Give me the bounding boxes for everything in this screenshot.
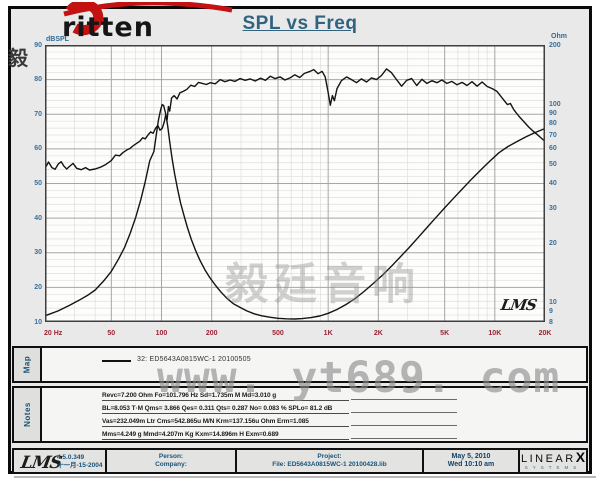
map-section-label-strip: Map xyxy=(14,348,42,381)
report-time: Wed 10:10 am xyxy=(447,461,495,468)
version-block: 4.5.0.349 十一月-15-2004 xyxy=(57,454,103,470)
site-watermark: www. yt689. com xyxy=(157,353,561,403)
curve-impedance xyxy=(45,103,545,320)
y-right-tick-label: 90 xyxy=(549,110,557,118)
curve-spl xyxy=(45,68,545,171)
y-right-tick-label: 60 xyxy=(549,145,557,153)
footer-person-cell: Person: Company: xyxy=(107,450,237,472)
y-right-tick-label: 100 xyxy=(549,101,561,109)
y-right-tick-label: 20 xyxy=(549,239,557,247)
y-right-unit-label: Ohm xyxy=(551,33,567,40)
y-right-tick-label: 80 xyxy=(549,120,557,128)
x-tick-label: 500 xyxy=(272,330,284,337)
y-left-tick-label: 80 xyxy=(34,76,42,84)
y-right-tick-label: 9 xyxy=(549,308,553,316)
y-left-tick-label: 10 xyxy=(34,318,42,326)
version-date: 十一月-15-2004 xyxy=(57,462,103,469)
project-label: Project: xyxy=(317,453,342,460)
chart-watermark: 毅廷音响 xyxy=(225,261,421,309)
y-left-tick-label: 50 xyxy=(34,180,42,187)
y-right-tick-label: 50 xyxy=(549,160,557,168)
footer-project-cell: Project: File: ED5643A0815WC-1 20100428.… xyxy=(237,450,424,472)
y-right-tick-label: 8 xyxy=(549,318,553,326)
ts-parameters-line-3: Vas=232.049m Ltr Cms=542.865u M/N Krm=13… xyxy=(102,418,349,427)
report-date: May 5, 2010 xyxy=(451,453,491,460)
y-left-tick-label: 70 xyxy=(34,110,42,118)
notes-section-label-strip: Notes xyxy=(14,388,42,441)
y-right-tick-label: 30 xyxy=(549,204,557,212)
notes-section-label: Notes xyxy=(22,402,32,427)
linearx-wordmark: LINEARX xyxy=(520,448,586,465)
y-right-tick-label: 70 xyxy=(549,131,557,139)
y-left-tick-label: 60 xyxy=(34,145,42,153)
blank-rule-1 xyxy=(351,398,457,400)
x-tick-label: 1K xyxy=(323,330,333,337)
logo-swoosh-icon xyxy=(63,0,233,36)
status-bar: LMS 4.5.0.349 十一月-15-2004 Person: Compan… xyxy=(12,448,588,474)
x-tick-label: 20K xyxy=(538,330,552,337)
x-tick-label: 20 Hz xyxy=(44,330,63,337)
x-tick-label: 10K xyxy=(488,330,502,337)
map-section-label: Map xyxy=(22,355,32,374)
plot-border xyxy=(45,45,545,322)
ts-parameters-line-1: Revc=7.200 Ohm Fo=101.796 Hz Sd=1.735m M… xyxy=(102,392,349,401)
map-section: Map 32: ED5643A0815WC-1 20100505 xyxy=(12,346,588,383)
eritten-logo: ritten xyxy=(20,0,235,46)
brand-systems-text: SYSTEMS xyxy=(524,464,582,470)
y-left-tick-label: 90 xyxy=(34,41,42,49)
lms-signature: LMS xyxy=(499,296,538,314)
spl-vs-freq-chart xyxy=(45,45,545,322)
x-tick-label: 50 xyxy=(107,330,116,337)
footer-version-cell: LMS 4.5.0.349 十一月-15-2004 xyxy=(14,450,107,473)
page-title: SPL vs Freq xyxy=(242,13,358,34)
notes-section: Notes Revc=7.200 Ohm Fo=101.796 Hz Sd=1.… xyxy=(12,386,588,443)
linearx-logo: LINEARX SYSTEMS xyxy=(520,450,586,472)
y-right-tick-label: 10 xyxy=(549,299,557,307)
brand-linear-text: LINEAR xyxy=(520,452,576,465)
frame-shadow xyxy=(14,476,596,478)
version-number: 4.5.0.349 xyxy=(57,454,85,461)
y-left-tick-label: 30 xyxy=(34,249,42,257)
x-tick-label: 5K xyxy=(440,330,450,337)
blank-rule-4 xyxy=(351,437,457,439)
x-tick-label: 200 xyxy=(205,330,218,337)
file-label: File: ED5643A0815WC-1 20100428.lib xyxy=(272,461,387,468)
ts-parameters-line-2: BL=8.053 T·M Qms= 3.866 Qes= 0.311 Qts= … xyxy=(102,405,349,414)
blank-rule-3 xyxy=(351,424,457,426)
company-label: Company: xyxy=(155,461,187,468)
legend-entry: 32: ED5643A0815WC-1 20100505 xyxy=(137,356,251,363)
legend-line-sample xyxy=(102,360,131,362)
y-right-tick-label: 40 xyxy=(549,180,557,187)
x-tick-label: 2K xyxy=(373,330,383,337)
ts-parameters-line-4: Mms=4.249 g Mmd=4.207m Kg Kxm=14.896m H … xyxy=(102,431,349,440)
blank-rule-2 xyxy=(351,411,457,413)
person-label: Person: xyxy=(158,453,184,460)
y-left-unit-label: dBSPL xyxy=(46,36,69,43)
y-left-tick-label: 40 xyxy=(34,214,42,222)
y-right-tick-label: 200 xyxy=(549,41,561,49)
y-left-tick-label: 20 xyxy=(34,283,42,291)
brand-x-text: X xyxy=(575,448,586,465)
x-tick-label: 100 xyxy=(155,330,168,337)
footer-date-cell: May 5, 2010 Wed 10:10 am xyxy=(424,450,520,472)
logo-text: ritten xyxy=(62,12,154,43)
